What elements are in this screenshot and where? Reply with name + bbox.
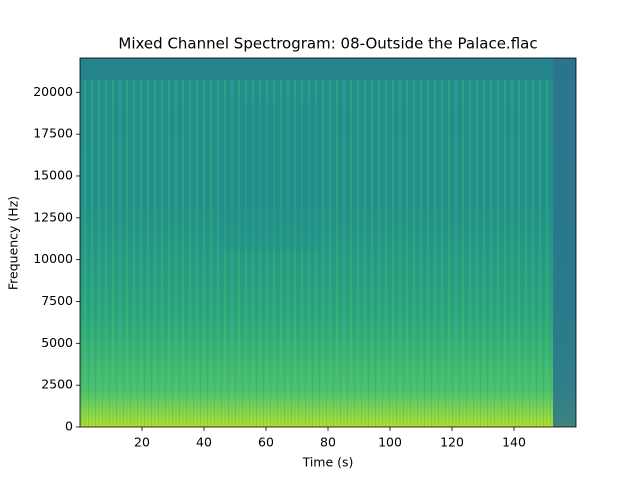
x-tick-label: 80 <box>320 435 336 450</box>
x-tick-label: 40 <box>196 435 212 450</box>
y-tick-label: 7500 <box>41 293 73 308</box>
y-tick-label: 0 <box>65 419 73 434</box>
spectrogram-image <box>80 58 576 427</box>
y-tick-label: 17500 <box>33 126 73 141</box>
x-tick-label: 100 <box>378 435 402 450</box>
y-tick-label: 12500 <box>33 209 73 224</box>
x-tick-label: 120 <box>440 435 464 450</box>
y-tick-label: 2500 <box>41 377 73 392</box>
y-tick-label: 10000 <box>33 251 73 266</box>
y-tick-label: 5000 <box>41 335 73 350</box>
x-axis-label: Time (s) <box>302 455 354 470</box>
x-tick-label: 20 <box>134 435 150 450</box>
chart-title: Mixed Channel Spectrogram: 08-Outside th… <box>118 35 537 53</box>
y-tick-label: 20000 <box>33 84 73 99</box>
y-tick-label: 15000 <box>33 167 73 182</box>
y-axis-label: Frequency (Hz) <box>6 196 21 290</box>
x-tick-label: 140 <box>502 435 526 450</box>
x-tick-label: 60 <box>258 435 274 450</box>
